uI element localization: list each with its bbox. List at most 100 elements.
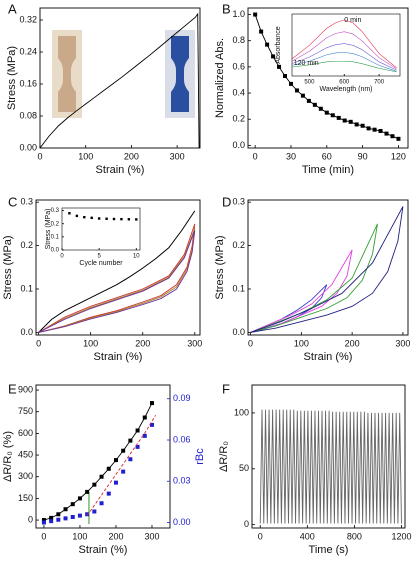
y-tick-label: 750: [18, 406, 33, 416]
y-tick-label: 0.2: [232, 114, 245, 124]
data-point: [77, 496, 82, 501]
specimen-photos: [52, 30, 195, 118]
plot-frame: [247, 199, 409, 336]
y2-tick-label: 0.00: [173, 517, 191, 527]
y-tick-label: 0.1: [20, 283, 33, 293]
data-point: [142, 433, 147, 438]
data-point: [121, 448, 126, 453]
x-axis-label: Strain (%): [304, 351, 353, 363]
x-tick-label: 300: [170, 151, 185, 161]
y-axis-label: Stress (MPa): [6, 46, 18, 110]
plot-frame: [247, 7, 409, 149]
panel-label: D: [222, 194, 231, 209]
x-tick-label: 30: [286, 151, 296, 161]
x-tick-label: 800: [347, 531, 362, 541]
data-point: [396, 136, 401, 141]
y2-tick-label: 0.03: [173, 476, 191, 486]
x-tick-label: 100: [78, 151, 93, 161]
data-point: [300, 93, 305, 98]
y-tick-label: 0.2: [232, 240, 245, 250]
y-tick-label: 600: [18, 428, 33, 438]
y-tick-label: 0.32: [19, 14, 37, 24]
y-tick-label: 0.24: [19, 46, 37, 56]
data-point: [342, 118, 347, 123]
series-line: [250, 223, 378, 333]
x-tick-label: 0: [248, 338, 253, 348]
series-line: [38, 223, 196, 333]
data-point: [121, 469, 126, 474]
plot-frame: [35, 199, 201, 336]
plot-frame: [39, 7, 201, 149]
data-point: [390, 134, 395, 139]
plot-frame: [251, 384, 406, 529]
series-line: [38, 230, 196, 333]
data-point: [41, 520, 46, 525]
data-point: [128, 438, 133, 443]
y-tick-label: 1.0: [232, 9, 245, 19]
x-axis-label: Cycle number: [79, 260, 123, 267]
y-tick-label: 0.08: [19, 110, 37, 120]
y-tick-label: 0.4: [232, 87, 245, 97]
y-tick-label: 0.2: [20, 240, 33, 250]
data-point: [70, 515, 75, 519]
x-axis-label: Strain (%): [96, 164, 145, 176]
data-point: [259, 29, 264, 34]
data-point: [135, 428, 140, 433]
specimen-blue: [171, 36, 189, 112]
data-point: [85, 512, 90, 517]
data-point: [68, 212, 71, 215]
y-tick-label: 50: [239, 463, 249, 473]
series-line: [86, 415, 156, 516]
data-point: [97, 217, 101, 220]
x-tick-label: 0: [253, 151, 258, 161]
data-point: [324, 110, 329, 115]
panel-label: E: [8, 381, 17, 396]
x-tick-label: 10: [133, 254, 140, 260]
x-tick-label: 300: [187, 338, 202, 348]
x-tick-label: 90: [358, 151, 368, 161]
y2-tick-label: 0.09: [173, 393, 191, 403]
series-line: [250, 206, 404, 333]
y-tick-label: 0.0: [51, 248, 60, 254]
data-point: [330, 113, 335, 118]
y-tick-label: 0.3: [232, 197, 245, 207]
x-tick-label: 120: [391, 151, 406, 161]
data-point: [384, 131, 389, 136]
x-tick-label: 0: [258, 531, 263, 541]
data-point: [83, 215, 86, 219]
x-tick-label: 400: [300, 531, 315, 541]
y-tick-label: 0.00: [19, 142, 37, 152]
y-axis-label: Stress (MPa): [214, 235, 226, 299]
x-tick-label: 0: [36, 338, 41, 348]
data-point: [135, 218, 138, 221]
y-tick-label: 0: [244, 519, 249, 529]
data-point: [366, 126, 371, 131]
panel-label: B: [222, 1, 231, 16]
data-point: [56, 517, 61, 522]
data-point: [318, 106, 323, 111]
data-point: [99, 501, 104, 506]
x-tick-label: 100: [294, 338, 309, 348]
data-point: [77, 513, 82, 518]
y-tick-label: 0.0: [232, 327, 245, 337]
x-axis-label: Strain (%): [94, 351, 143, 363]
data-point: [312, 102, 317, 107]
y-tick-label: 0.3: [51, 208, 60, 214]
x-axis-label: Strain (%): [79, 544, 128, 556]
series-line: [43, 402, 153, 521]
data-point: [149, 401, 154, 406]
y-tick-label: 0.8: [232, 35, 245, 45]
data-point: [92, 482, 97, 487]
plot-frame: [61, 207, 141, 251]
data-point: [277, 64, 282, 69]
data-point: [106, 466, 111, 471]
series-line: [39, 12, 200, 149]
data-point: [354, 122, 359, 127]
x-tick-label: 500: [304, 80, 315, 86]
series-line: [291, 60, 397, 73]
x-tick-label: 0: [37, 151, 42, 161]
data-point: [63, 516, 68, 521]
panel-label: F: [222, 381, 230, 396]
x-tick-label: 60: [322, 151, 332, 161]
